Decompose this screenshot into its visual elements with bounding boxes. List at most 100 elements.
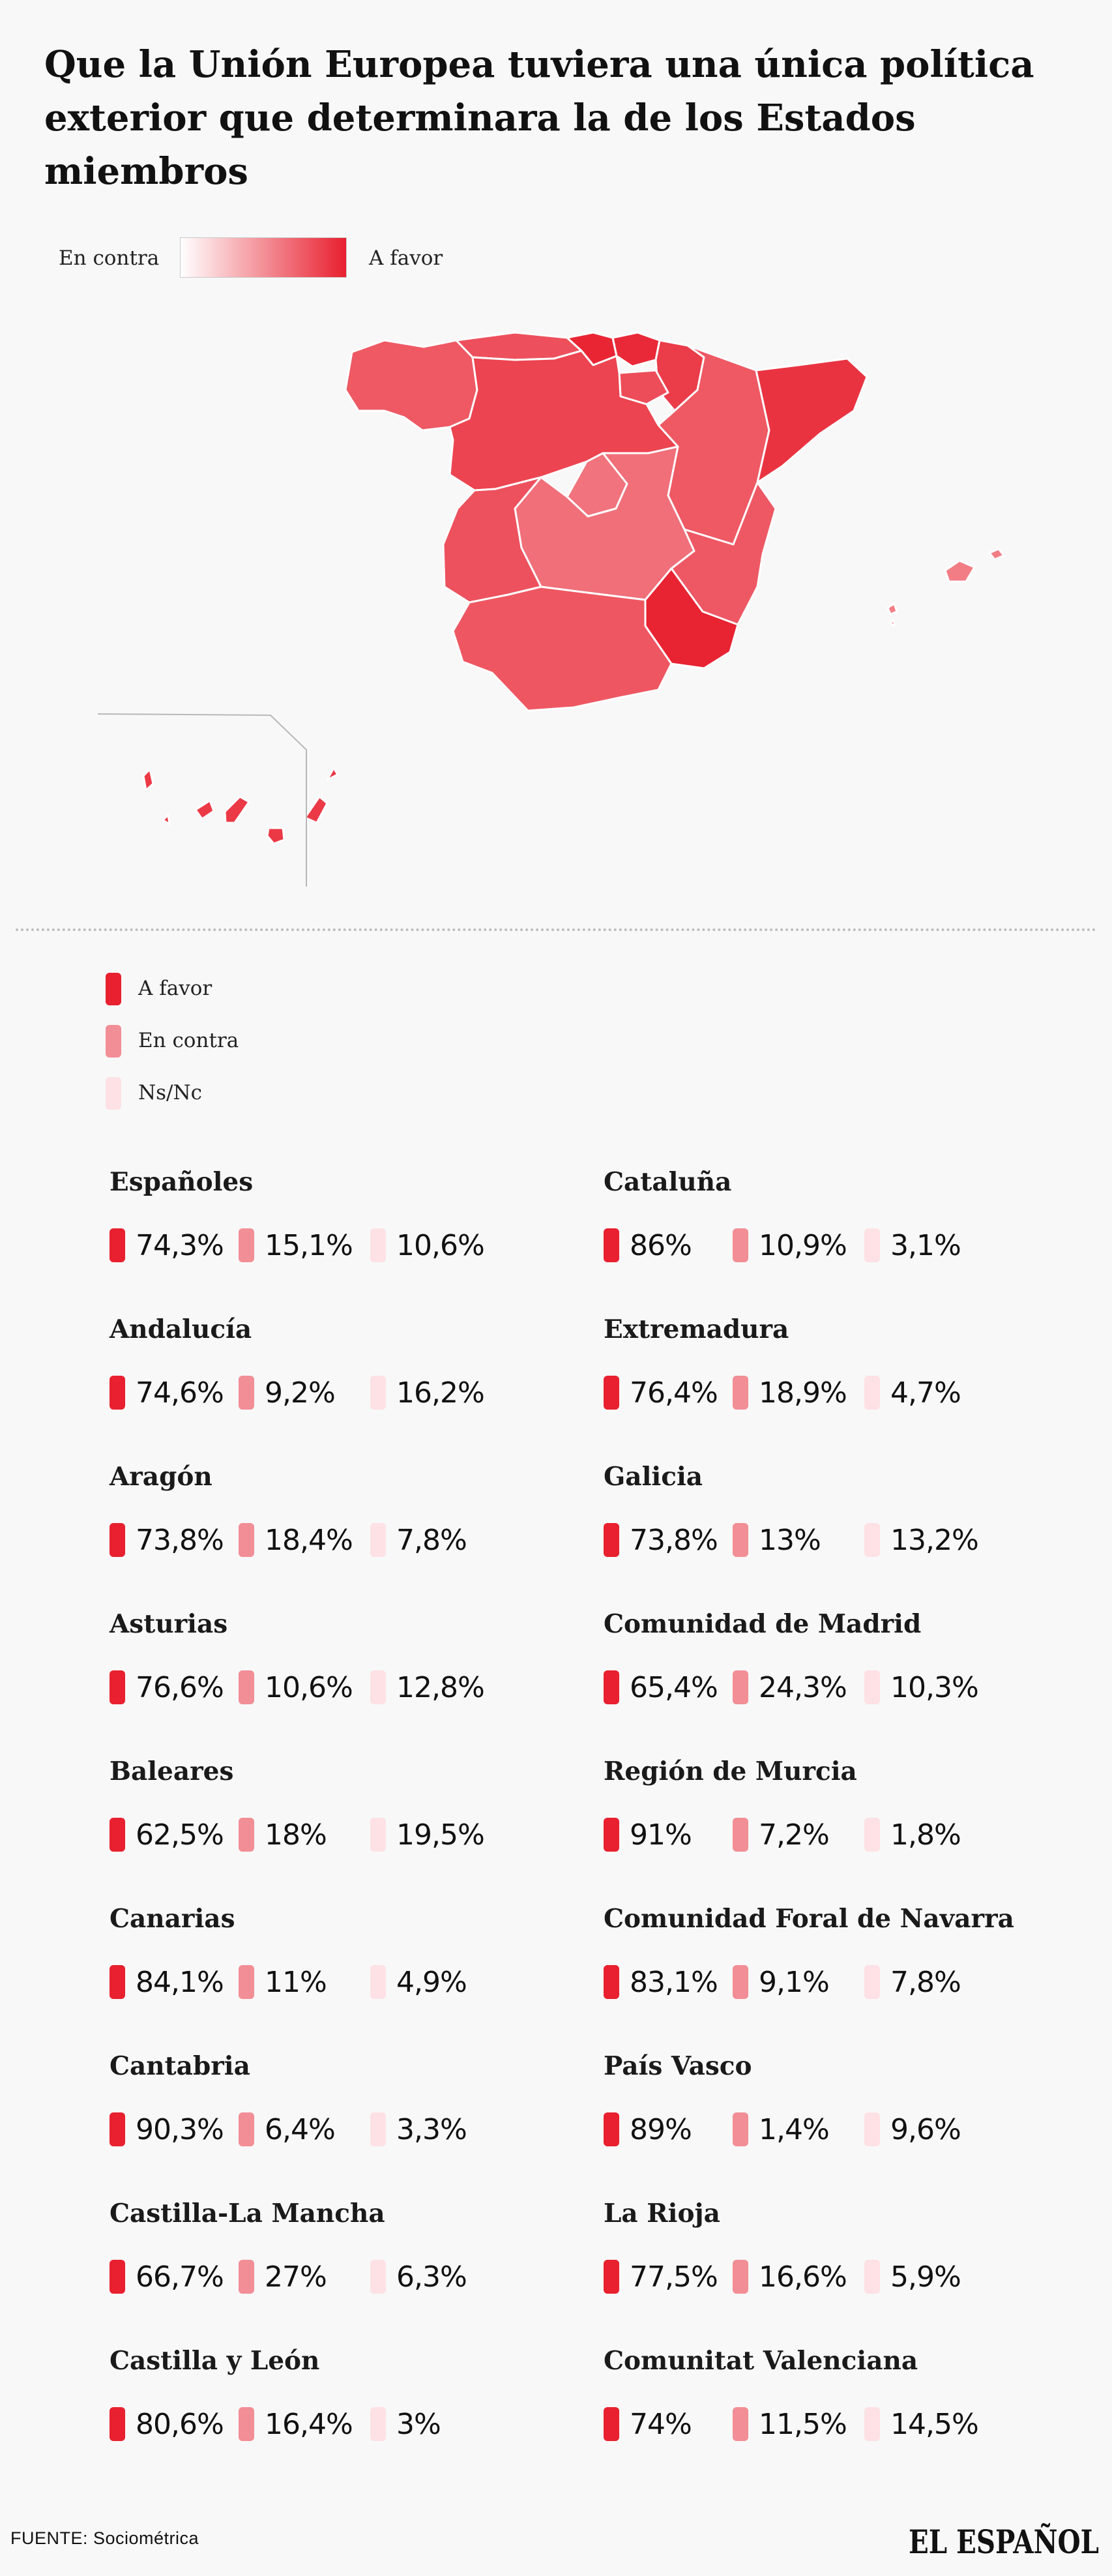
- value-number: 24,3%: [759, 1671, 847, 1704]
- value-swatch: [733, 1523, 748, 1557]
- value-swatch: [370, 1376, 386, 1410]
- map-region-andalucia: [452, 585, 673, 712]
- value-number: 10,3%: [890, 1671, 979, 1704]
- value-swatch: [733, 1376, 748, 1410]
- value-swatch: [604, 2260, 619, 2294]
- region-result: Castilla y León 80,6% 16,4% 3%: [110, 2346, 527, 2476]
- region-values: 89% 1,4% 9,6%: [604, 2111, 1021, 2150]
- value-number: 16,4%: [265, 2408, 353, 2441]
- value-number: 84,1%: [136, 1966, 224, 1999]
- value-swatch: [110, 2112, 125, 2146]
- value-number: 66,7%: [136, 2260, 224, 2294]
- value-number: 7,2%: [759, 1818, 830, 1852]
- value-number: 6,4%: [265, 2113, 336, 2146]
- source-note: FUENTE: Sociométrica: [10, 2528, 199, 2548]
- region-values: 90,3% 6,4% 3,3%: [110, 2111, 527, 2150]
- value-number: 16,2%: [396, 1376, 485, 1410]
- value-number: 4,9%: [396, 1966, 467, 1999]
- region-name: País Vasco: [604, 2051, 752, 2081]
- region-result: Comunidad de Madrid 65,4% 24,3% 10,3%: [604, 1609, 1021, 1740]
- region-result: Asturias 76,6% 10,6% 12,8%: [110, 1609, 527, 1740]
- value-number: 73,8%: [630, 1524, 718, 1557]
- value-swatch: [864, 1523, 880, 1557]
- value-swatch: [370, 2407, 386, 2441]
- value-number: 27%: [265, 2260, 327, 2294]
- value-swatch: [733, 1965, 748, 1999]
- value-number: 65,4%: [630, 1671, 718, 1704]
- region-name: Asturias: [110, 1609, 228, 1639]
- value-swatch: [370, 2112, 386, 2146]
- region-values: 66,7% 27% 6,3%: [110, 2258, 527, 2298]
- region-values: 74,3% 15,1% 10,6%: [110, 1227, 527, 1266]
- value-swatch: [110, 1965, 125, 1999]
- value-swatch: [239, 1228, 254, 1262]
- value-swatch: [110, 1376, 125, 1410]
- value-number: 74%: [630, 2408, 692, 2441]
- region-values: 83,1% 9,1% 7,8%: [604, 1964, 1021, 2003]
- region-name: Cataluña: [604, 1167, 732, 1197]
- value-swatch: [239, 1670, 254, 1704]
- value-number: 19,5%: [396, 1818, 485, 1852]
- value-number: 13%: [759, 1524, 821, 1557]
- value-swatch: [733, 2260, 748, 2294]
- region-name: Cantabria: [110, 2051, 250, 2081]
- value-number: 9,6%: [890, 2113, 961, 2146]
- region-name: Canarias: [110, 1904, 235, 1934]
- value-number: 90,3%: [136, 2113, 224, 2146]
- value-number: 18,4%: [265, 1524, 353, 1557]
- region-result: La Rioja 77,5% 16,6% 5,9%: [604, 2198, 1021, 2329]
- region-values: 86% 10,9% 3,1%: [604, 1227, 1021, 1266]
- value-swatch: [604, 2112, 619, 2146]
- value-swatch: [604, 1965, 619, 1999]
- region-values: 73,8% 18,4% 7,8%: [110, 1522, 527, 1561]
- region-result: Baleares 62,5% 18% 19,5%: [110, 1756, 527, 1887]
- value-swatch: [370, 1228, 386, 1262]
- legend-swatch: [106, 1025, 121, 1058]
- value-swatch: [370, 2260, 386, 2294]
- value-number: 62,5%: [136, 1818, 224, 1852]
- value-number: 3,3%: [396, 2113, 467, 2146]
- region-name: La Rioja: [604, 2198, 720, 2228]
- value-number: 15,1%: [265, 1229, 353, 1262]
- value-number: 86%: [630, 1229, 692, 1262]
- region-result: Andalucía 74,6% 9,2% 16,2%: [110, 1314, 527, 1445]
- value-swatch: [239, 2112, 254, 2146]
- value-swatch: [239, 1818, 254, 1852]
- value-number: 73,8%: [136, 1524, 224, 1557]
- value-number: 83,1%: [630, 1966, 718, 1999]
- legend-swatch: [106, 1077, 121, 1110]
- region-values: 80,6% 16,4% 3%: [110, 2406, 527, 2445]
- value-number: 18,9%: [759, 1376, 847, 1410]
- value-number: 14,5%: [890, 2408, 979, 2441]
- value-swatch: [733, 1818, 748, 1852]
- value-swatch: [604, 1228, 619, 1262]
- legend-swatch: [106, 973, 121, 1005]
- map-region-pais-vasco: [611, 331, 661, 368]
- region-result: Aragón 73,8% 18,4% 7,8%: [110, 1462, 527, 1592]
- value-swatch: [864, 2260, 880, 2294]
- region-result: Región de Murcia 91% 7,2% 1,8%: [604, 1756, 1021, 1887]
- legend-label: A favor: [138, 977, 212, 1000]
- value-swatch: [733, 2407, 748, 2441]
- value-swatch: [110, 1670, 125, 1704]
- value-number: 76,4%: [630, 1376, 718, 1410]
- value-number: 1,4%: [759, 2113, 830, 2146]
- value-swatch: [239, 1376, 254, 1410]
- region-result: Comunidad Foral de Navarra 83,1% 9,1% 7,8%: [604, 1904, 1021, 2034]
- region-values: 84,1% 11% 4,9%: [110, 1964, 527, 2003]
- value-number: 9,1%: [759, 1966, 830, 1999]
- value-swatch: [370, 1670, 386, 1704]
- value-number: 10,6%: [265, 1671, 353, 1704]
- value-swatch: [864, 2112, 880, 2146]
- value-number: 10,6%: [396, 1229, 485, 1262]
- value-number: 18%: [265, 1818, 327, 1852]
- value-number: 6,3%: [396, 2260, 467, 2294]
- value-number: 74,3%: [136, 1229, 224, 1262]
- spain-choropleth-map: [98, 313, 1030, 887]
- value-number: 74,6%: [136, 1376, 224, 1410]
- value-swatch: [864, 1965, 880, 1999]
- region-values: 91% 7,2% 1,8%: [604, 1816, 1021, 1856]
- el-espanol-logo: EL ESPAÑOL: [909, 2515, 1102, 2565]
- region-name: Españoles: [110, 1167, 254, 1197]
- region-result: Comunitat Valenciana 74% 11,5% 14,5%: [604, 2346, 1021, 2476]
